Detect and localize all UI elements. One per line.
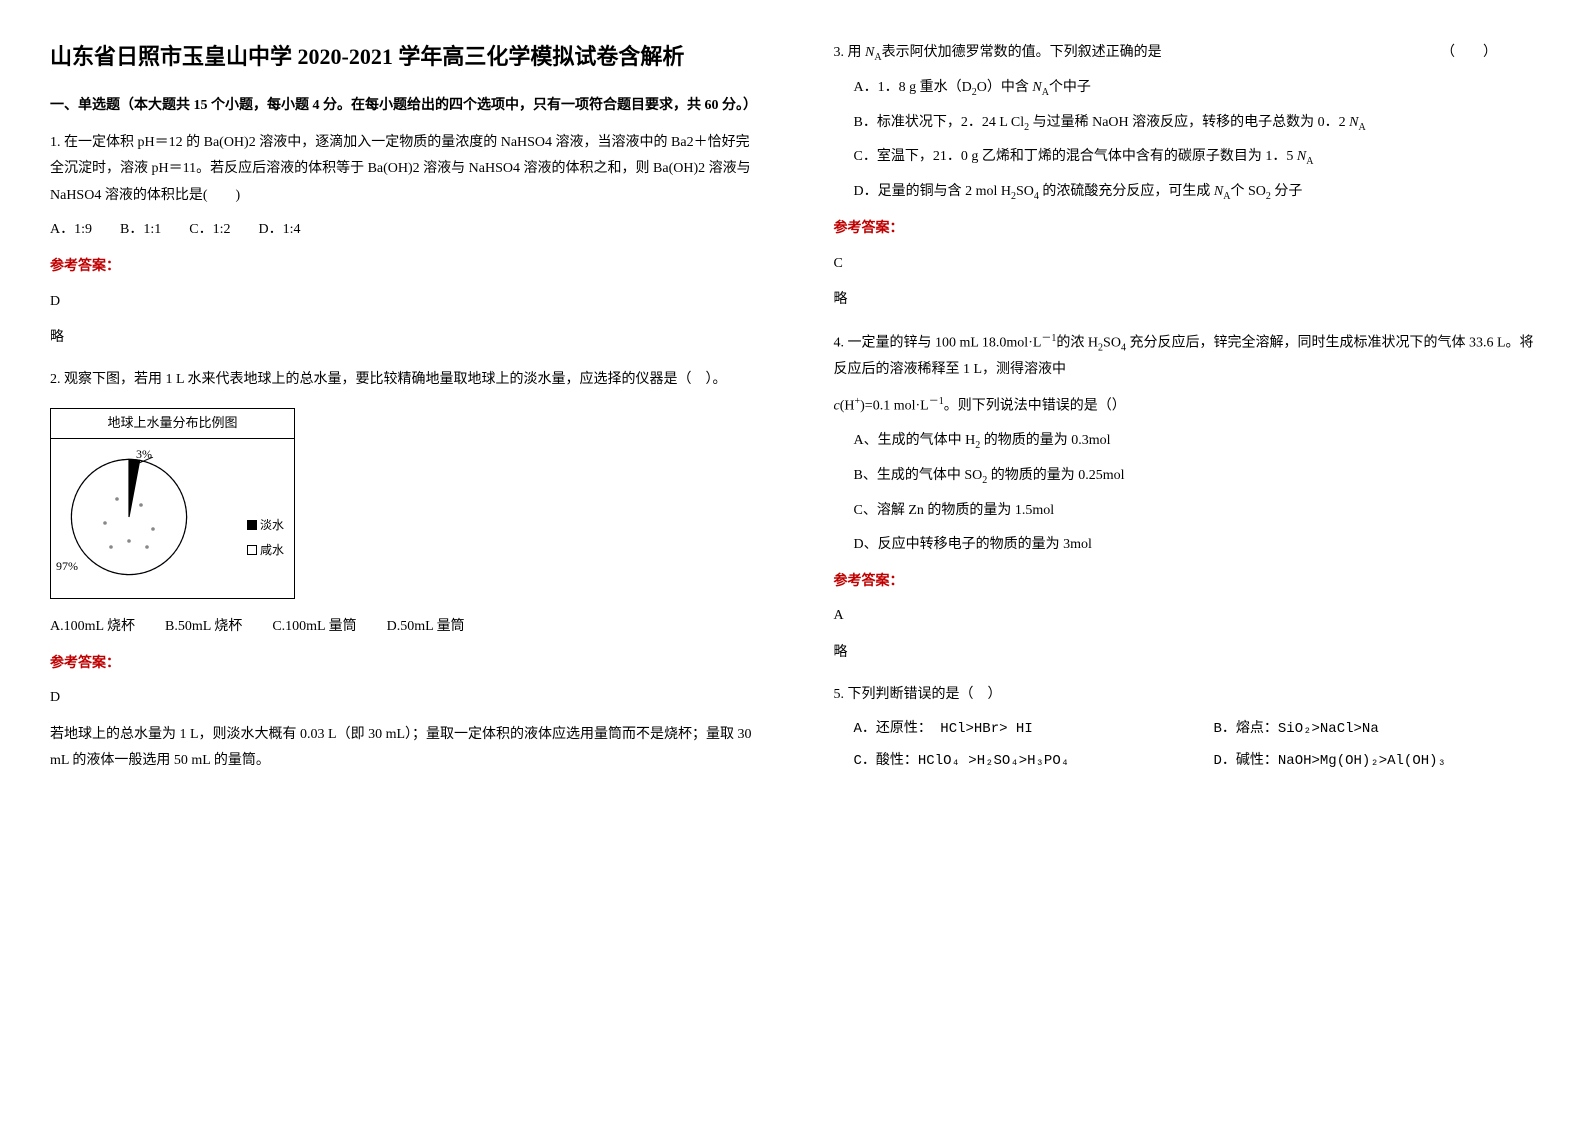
- q4-text2: c(H+)=0.1 mol·L－1。则下列说法中错误的是（）: [834, 392, 1538, 420]
- q3-paren: （ ）: [1441, 40, 1497, 67]
- legend-fresh-label: 淡水: [260, 514, 284, 537]
- chart-title: 地球上水量分布比例图: [50, 408, 295, 439]
- q5-opt-d: D．碱性：NaOH>Mg(OH)₂>Al(OH)₃: [1214, 748, 1446, 775]
- q2-opt-a: A.100mL 烧杯: [50, 614, 135, 641]
- q4-opt-c: C、溶解 Zn 的物质的量为 1.5mol: [834, 498, 1538, 525]
- page-title: 山东省日照市玉皇山中学 2020-2021 学年高三化学模拟试卷含解析: [50, 40, 754, 73]
- q4-text1: 4. 一定量的锌与 100 mL 18.0mol·L－1的浓 H2SO4 充分反…: [834, 329, 1538, 384]
- q3-text: 3. 用 NA表示阿伏加德罗常数的值。下列叙述正确的是 （ ）: [834, 40, 1538, 67]
- q3-opt-b: B．标准状况下，2．24 L Cl2 与过量稀 NaOH 溶液反应，转移的电子总…: [834, 110, 1538, 137]
- pie-chart-icon: [69, 457, 189, 577]
- q3-opt-c: C．室温下，21．0 g 乙烯和丁烯的混合气体中含有的碳原子数目为 1．5 NA: [834, 144, 1538, 171]
- q2-answer: D: [50, 685, 754, 712]
- q2-opt-d: D.50mL 量筒: [387, 614, 465, 641]
- q1-options: A．1:9 B．1:1 C．1:2 D．1:4: [50, 217, 754, 244]
- q3-mid: 表示阿伏加德罗常数的值。下列叙述正确的是: [882, 45, 1162, 60]
- water-distribution-chart: 地球上水量分布比例图 3%: [50, 408, 295, 599]
- percent-97-label: 97%: [56, 555, 78, 578]
- q5-opt-c: C．酸性：HClO₄ >H₂SO₄>H₃PO₄: [854, 748, 1214, 775]
- right-column: 3. 用 NA表示阿伏加德罗常数的值。下列叙述正确的是 （ ） A．1．8 g …: [834, 40, 1538, 790]
- q3-na: N: [865, 45, 874, 60]
- legend-box-salt: [247, 545, 257, 555]
- q4-answer-label: 参考答案：: [834, 569, 1538, 596]
- q3-answer-label: 参考答案：: [834, 216, 1538, 243]
- q4-opt-a: A、生成的气体中 H2 的物质的量为 0.3mol: [834, 428, 1538, 455]
- question-4: 4. 一定量的锌与 100 mL 18.0mol·L－1的浓 H2SO4 充分反…: [834, 329, 1538, 667]
- q4-opt-b: B、生成的气体中 SO2 的物质的量为 0.25mol: [834, 463, 1538, 490]
- question-2: 2. 观察下图，若用 1 L 水来代表地球上的总水量，要比较精确地量取地球上的淡…: [50, 367, 754, 775]
- q1-note: 略: [50, 325, 754, 352]
- q2-note: 若地球上的总水量为 1 L，则淡水大概有 0.03 L（即 30 mL）；量取一…: [50, 722, 754, 775]
- q2-opt-b: B.50mL 烧杯: [165, 614, 242, 641]
- legend-fresh: 淡水: [247, 514, 284, 537]
- question-1: 1. 在一定体积 pH＝12 的 Ba(OH)2 溶液中，逐滴加入一定物质的量浓…: [50, 130, 754, 352]
- chart-body: 3% 97%: [50, 439, 295, 599]
- legend-box-fresh: [247, 520, 257, 530]
- q3-note: 略: [834, 287, 1538, 314]
- question-3: 3. 用 NA表示阿伏加德罗常数的值。下列叙述正确的是 （ ） A．1．8 g …: [834, 40, 1538, 314]
- q1-answer-label: 参考答案：: [50, 254, 754, 281]
- q4-note: 略: [834, 640, 1538, 667]
- q3-answer: C: [834, 251, 1538, 278]
- q2-text: 2. 观察下图，若用 1 L 水来代表地球上的总水量，要比较精确地量取地球上的淡…: [50, 367, 754, 394]
- q5-opt-a: A．还原性： HCl>HBr> HI: [854, 716, 1214, 743]
- question-5: 5. 下列判断错误的是（ ） A．还原性： HCl>HBr> HI B．熔点：S…: [834, 682, 1538, 775]
- q2-opt-c: C.100mL 量筒: [272, 614, 356, 641]
- q5-options: A．还原性： HCl>HBr> HI B．熔点：SiO₂>NaCl>Na C．酸…: [834, 716, 1538, 774]
- legend-salt-label: 咸水: [260, 539, 284, 562]
- q2-options: A.100mL 烧杯 B.50mL 烧杯 C.100mL 量筒 D.50mL 量…: [50, 614, 754, 641]
- section-header: 一、单选题（本大题共 15 个小题，每小题 4 分。在每小题给出的四个选项中，只…: [50, 93, 754, 120]
- q1-answer: D: [50, 289, 754, 316]
- q3-opt-a: A．1．8 g 重水（D2O）中含 NA个中子: [834, 75, 1538, 102]
- q3-prefix: 3. 用: [834, 45, 866, 60]
- q5-opt-b: B．熔点：SiO₂>NaCl>Na: [1214, 716, 1379, 743]
- chart-legend: 淡水 咸水: [247, 514, 284, 564]
- q3-opt-d: D．足量的铜与含 2 mol H2SO4 的浓硫酸充分反应，可生成 NA个 SO…: [834, 179, 1538, 206]
- q1-text: 1. 在一定体积 pH＝12 的 Ba(OH)2 溶液中，逐滴加入一定物质的量浓…: [50, 130, 754, 210]
- q2-answer-label: 参考答案：: [50, 651, 754, 678]
- left-column: 山东省日照市玉皇山中学 2020-2021 学年高三化学模拟试卷含解析 一、单选…: [50, 40, 754, 790]
- q4-answer: A: [834, 603, 1538, 630]
- q5-text: 5. 下列判断错误的是（ ）: [834, 682, 1538, 709]
- q4-opt-d: D、反应中转移电子的物质的量为 3mol: [834, 532, 1538, 559]
- legend-salt: 咸水: [247, 539, 284, 562]
